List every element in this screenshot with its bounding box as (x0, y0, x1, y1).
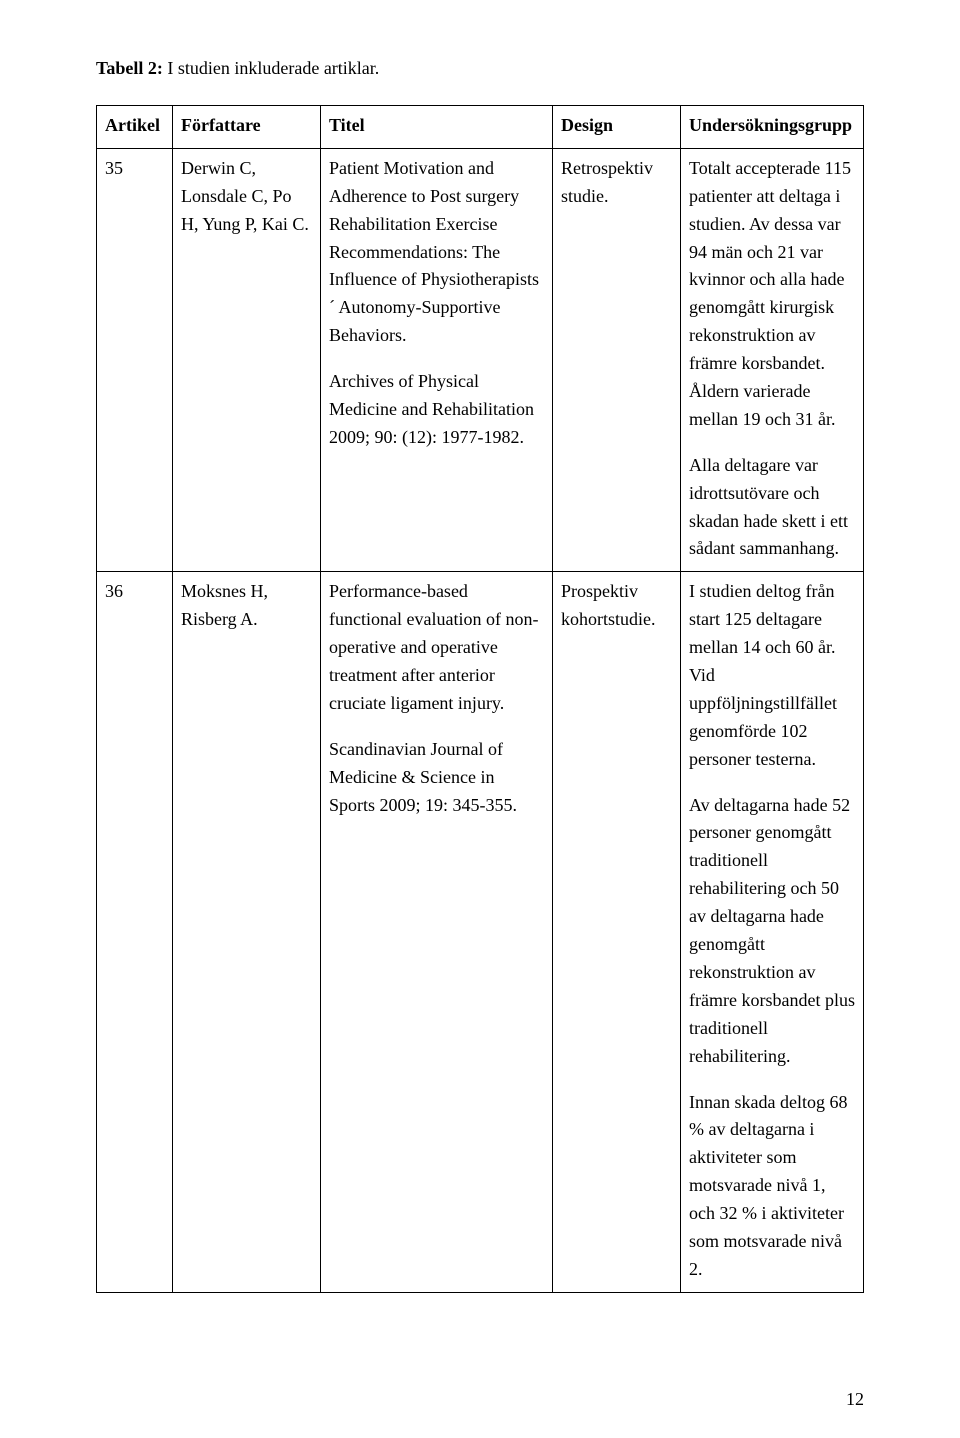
col-forfattare: Författare (173, 106, 321, 149)
cell-undersok-p2: Av deltagarna hade 52 personer genomgått… (689, 792, 855, 1071)
cell-artikel: 35 (97, 148, 173, 571)
col-titel: Titel (321, 106, 553, 149)
cell-titel-p2: Scandinavian Journal of Medicine & Scien… (329, 736, 544, 820)
table-row: 35 Derwin C, Lonsdale C, Po H, Yung P, K… (97, 148, 864, 571)
col-undersokningsgrupp: Undersökningsgrupp (681, 106, 864, 149)
table-row: 36 Moksnes H, Risberg A. Performance-bas… (97, 572, 864, 1292)
cell-undersok: Totalt accepterade 115 patienter att del… (681, 148, 864, 571)
cell-titel-p1: Patient Motivation and Adherence to Post… (329, 155, 544, 350)
table-header-row: Artikel Författare Titel Design Undersök… (97, 106, 864, 149)
cell-undersok: I studien deltog från start 125 deltagar… (681, 572, 864, 1292)
page-number: 12 (846, 1389, 864, 1410)
cell-design: Prospektiv kohortstudie. (553, 572, 681, 1292)
cell-titel-p2: Archives of Physical Medicine and Rehabi… (329, 368, 544, 452)
caption-label: Tabell 2: (96, 58, 163, 78)
cell-undersok-p1: I studien deltog från start 125 deltagar… (689, 578, 855, 773)
col-design: Design (553, 106, 681, 149)
cell-titel-p1: Performance-based functional evaluation … (329, 578, 544, 717)
cell-titel: Patient Motivation and Adherence to Post… (321, 148, 553, 571)
cell-undersok-p2: Alla deltagare var idrottsutövare och sk… (689, 452, 855, 564)
col-artikel: Artikel (97, 106, 173, 149)
cell-undersok-p1: Totalt accepterade 115 patienter att del… (689, 155, 855, 434)
articles-table: Artikel Författare Titel Design Undersök… (96, 105, 864, 1293)
caption-text: I studien inkluderade artiklar. (163, 58, 379, 78)
cell-artikel: 36 (97, 572, 173, 1292)
cell-forfattare: Derwin C, Lonsdale C, Po H, Yung P, Kai … (173, 148, 321, 571)
cell-forfattare: Moksnes H, Risberg A. (173, 572, 321, 1292)
cell-titel: Performance-based functional evaluation … (321, 572, 553, 1292)
cell-undersok-p3: Innan skada deltog 68 % av deltagarna i … (689, 1089, 855, 1284)
cell-design: Retrospektiv studie. (553, 148, 681, 571)
table-caption: Tabell 2: I studien inkluderade artiklar… (96, 58, 864, 79)
